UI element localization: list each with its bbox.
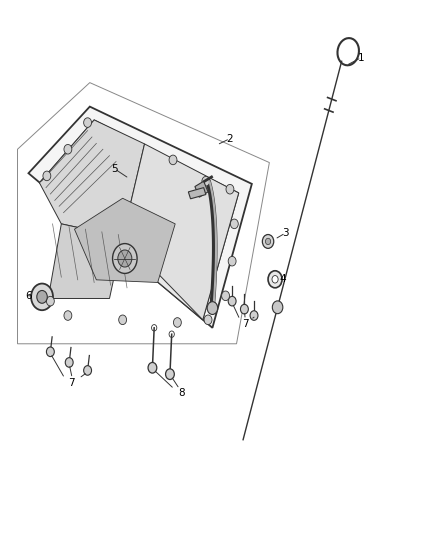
Circle shape	[228, 296, 236, 306]
Circle shape	[222, 291, 230, 301]
Text: 7: 7	[242, 319, 249, 328]
Polygon shape	[123, 144, 239, 320]
Circle shape	[226, 184, 234, 194]
Circle shape	[64, 144, 72, 154]
Circle shape	[84, 366, 92, 375]
Circle shape	[113, 244, 137, 273]
Text: 3: 3	[282, 228, 289, 238]
Circle shape	[169, 155, 177, 165]
Text: 7: 7	[67, 378, 74, 387]
Circle shape	[31, 284, 53, 310]
Circle shape	[268, 271, 282, 288]
Polygon shape	[39, 120, 145, 237]
Circle shape	[250, 311, 258, 320]
Circle shape	[202, 176, 210, 186]
Circle shape	[84, 118, 92, 127]
Circle shape	[37, 290, 47, 303]
Text: 6: 6	[25, 291, 32, 301]
Text: 8: 8	[178, 388, 185, 398]
Circle shape	[240, 304, 248, 314]
Circle shape	[207, 302, 218, 314]
Circle shape	[118, 250, 132, 267]
Text: 1: 1	[358, 53, 365, 62]
Circle shape	[43, 171, 51, 181]
Circle shape	[119, 315, 127, 325]
Text: 4: 4	[279, 274, 286, 284]
Circle shape	[166, 369, 174, 379]
Circle shape	[272, 276, 278, 283]
Circle shape	[64, 311, 72, 320]
Text: 5: 5	[111, 164, 118, 174]
Polygon shape	[188, 188, 206, 199]
Circle shape	[46, 347, 54, 357]
Circle shape	[272, 301, 283, 313]
Polygon shape	[74, 198, 175, 282]
Text: 2: 2	[226, 134, 233, 143]
Circle shape	[230, 219, 238, 229]
Polygon shape	[39, 120, 239, 320]
Circle shape	[204, 315, 212, 325]
Circle shape	[228, 256, 236, 266]
Circle shape	[148, 362, 157, 373]
Polygon shape	[195, 181, 208, 197]
Circle shape	[46, 296, 54, 306]
Polygon shape	[48, 224, 123, 298]
Circle shape	[173, 318, 181, 327]
Circle shape	[65, 358, 73, 367]
Circle shape	[262, 235, 274, 248]
Polygon shape	[28, 107, 252, 328]
Circle shape	[265, 238, 271, 245]
